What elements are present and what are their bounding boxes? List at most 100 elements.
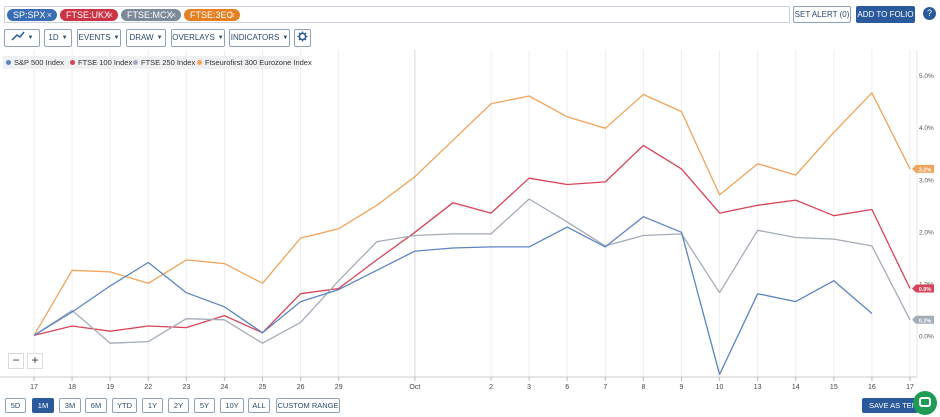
range-6m[interactable]: 6M	[85, 398, 107, 413]
series-end-labels: 3.2% 0.9% 0.3%	[912, 164, 934, 324]
x-tick-label: 6	[565, 384, 569, 391]
add-to-folio-button[interactable]: ADD TO FOLIO	[856, 6, 915, 23]
x-tick-label: 9	[680, 384, 684, 391]
range-all[interactable]: ALL	[248, 398, 270, 413]
y-tick-label: 4.0%	[919, 125, 934, 132]
legend-item-3ec[interactable]: Ftseurofirst 300 Eurozone Index	[197, 58, 312, 67]
y-tick-label: 3.0%	[919, 177, 934, 184]
indicators-label: INDICATORS	[230, 33, 280, 42]
range-custom[interactable]: CUSTOM RANGE	[276, 398, 340, 413]
save-as-template-button[interactable]: SAVE AS TEMP	[862, 398, 918, 413]
range-ytd[interactable]: YTD	[112, 398, 137, 413]
interval-dropdown[interactable]: 1D ▼	[44, 29, 72, 47]
symbol-chip-mcx[interactable]: FTSE:MCX ×	[121, 9, 181, 21]
y-tick-label: 2.0%	[919, 229, 934, 236]
events-dropdown[interactable]: EVENTS ▼	[77, 29, 121, 47]
series-line-ftseurofirst-300-eurozone-index	[33, 92, 911, 336]
legend-item-ukx[interactable]: FTSE 100 Index	[70, 58, 132, 67]
chart-legend: S&P 500 Index FTSE 100 Index FTSE 250 In…	[3, 56, 312, 69]
draw-label: DRAW	[129, 33, 154, 42]
symbol-chip-ukx[interactable]: FTSE:UKX ×	[60, 9, 118, 21]
x-tick-label: 29	[335, 384, 343, 391]
remove-icon[interactable]: ×	[107, 10, 113, 20]
settings-button[interactable]	[294, 29, 311, 47]
remove-icon[interactable]: ×	[170, 10, 176, 20]
line-chart-icon	[10, 31, 25, 41]
x-tick-label: 25	[259, 384, 267, 391]
chevron-down-icon: ▼	[282, 35, 289, 41]
x-tick-label: 2	[489, 384, 493, 391]
end-label-text: 0.9%	[919, 287, 932, 293]
x-tick-label: Oct	[409, 384, 420, 391]
chart-type-button[interactable]: ▼	[4, 29, 40, 47]
symbol-chip-3ec[interactable]: FTSE:3EC ×	[184, 9, 240, 21]
chevron-down-icon: ▼	[27, 35, 34, 41]
alert-count: (0)	[839, 10, 850, 19]
symbol-chip-label: FTSE:MCX	[127, 10, 173, 20]
chart-series	[33, 92, 911, 376]
range-1y[interactable]: 1Y	[142, 398, 163, 413]
zoom-out-button[interactable]: −	[8, 353, 24, 369]
range-10y[interactable]: 10Y	[220, 398, 244, 413]
price-chart[interactable]: 5.0%4.0%3.0%2.0%1.0%0.0% 171819222324252…	[0, 50, 940, 392]
legend-item-mcx[interactable]: FTSE 250 Index	[133, 58, 195, 67]
symbol-compare-box[interactable]: SP:SPX × FTSE:UKX × FTSE:MCX × FTSE:3EC …	[4, 6, 790, 23]
symbol-chip-label: SP:SPX	[13, 10, 46, 20]
indicators-dropdown[interactable]: INDICATORS ▼	[229, 29, 290, 47]
x-tick-label: 13	[754, 384, 762, 391]
x-axis: 17 18 19 22 23 24 25 26 29 Oct 2 3 6 7 8 9 10 13 14 15 16 17	[30, 377, 914, 391]
end-label-text: 0.3%	[919, 318, 932, 324]
events-label: EVENTS	[78, 33, 111, 42]
gear-icon	[297, 31, 308, 42]
x-tick-label: 17	[30, 384, 38, 391]
chevron-down-icon: ▼	[217, 35, 224, 41]
legend-label: S&P 500 Index	[14, 58, 64, 67]
x-tick-label: 3	[527, 384, 531, 391]
series-line-s-p-500-index	[33, 216, 873, 376]
chat-button[interactable]	[913, 391, 937, 415]
remove-icon[interactable]: ×	[46, 10, 52, 20]
x-tick-label: 16	[868, 384, 876, 391]
range-5y[interactable]: 5Y	[194, 398, 215, 413]
range-5d[interactable]: 5D	[5, 398, 26, 413]
legend-dot	[6, 60, 11, 65]
range-1m[interactable]: 1M	[32, 398, 54, 413]
remove-icon[interactable]: ×	[229, 10, 235, 20]
x-tick-label: 24	[221, 384, 229, 391]
help-icon[interactable]: ?	[923, 7, 936, 20]
top-bar: SP:SPX × FTSE:UKX × FTSE:MCX × FTSE:3EC …	[0, 0, 940, 28]
legend-label: Ftseurofirst 300 Eurozone Index	[205, 58, 312, 67]
x-tick-label: 15	[830, 384, 838, 391]
legend-label: FTSE 250 Index	[141, 58, 196, 67]
symbol-chip-label: FTSE:UKX	[66, 10, 111, 20]
legend-dot	[133, 60, 138, 65]
draw-dropdown[interactable]: DRAW ▼	[126, 29, 166, 47]
zoom-in-button[interactable]: +	[27, 353, 43, 369]
set-alert-label: SET ALERT	[794, 10, 838, 19]
x-tick-label: 22	[144, 384, 152, 391]
chevron-down-icon: ▼	[113, 35, 120, 41]
range-3m[interactable]: 3M	[59, 398, 81, 413]
legend-item-spx[interactable]: S&P 500 Index	[6, 58, 64, 67]
legend-dot	[70, 60, 75, 65]
end-label-text: 3.2%	[919, 167, 932, 173]
legend-dot	[197, 60, 202, 65]
y-axis: 5.0%4.0%3.0%2.0%1.0%0.0%	[919, 73, 934, 340]
x-tick-label: 17	[906, 384, 914, 391]
x-tick-label: 19	[106, 384, 114, 391]
end-label-bg	[912, 284, 934, 293]
symbol-chip-spx[interactable]: SP:SPX ×	[7, 9, 57, 21]
x-tick-label: 18	[68, 384, 76, 391]
y-tick-label: 5.0%	[919, 73, 934, 80]
x-tick-label: 26	[297, 384, 305, 391]
set-alert-button[interactable]: SET ALERT (0)	[793, 6, 851, 23]
x-tick-label: 23	[182, 384, 190, 391]
series-line-ftse-250-index	[33, 198, 911, 344]
x-tick-label: 7	[603, 384, 607, 391]
range-2y[interactable]: 2Y	[168, 398, 189, 413]
overlays-dropdown[interactable]: OVERLAYS ▼	[171, 29, 225, 47]
overlays-label: OVERLAYS	[172, 33, 215, 42]
x-tick-label: 10	[716, 384, 724, 391]
x-tick-label: 8	[641, 384, 645, 391]
chevron-down-icon: ▼	[61, 35, 68, 41]
